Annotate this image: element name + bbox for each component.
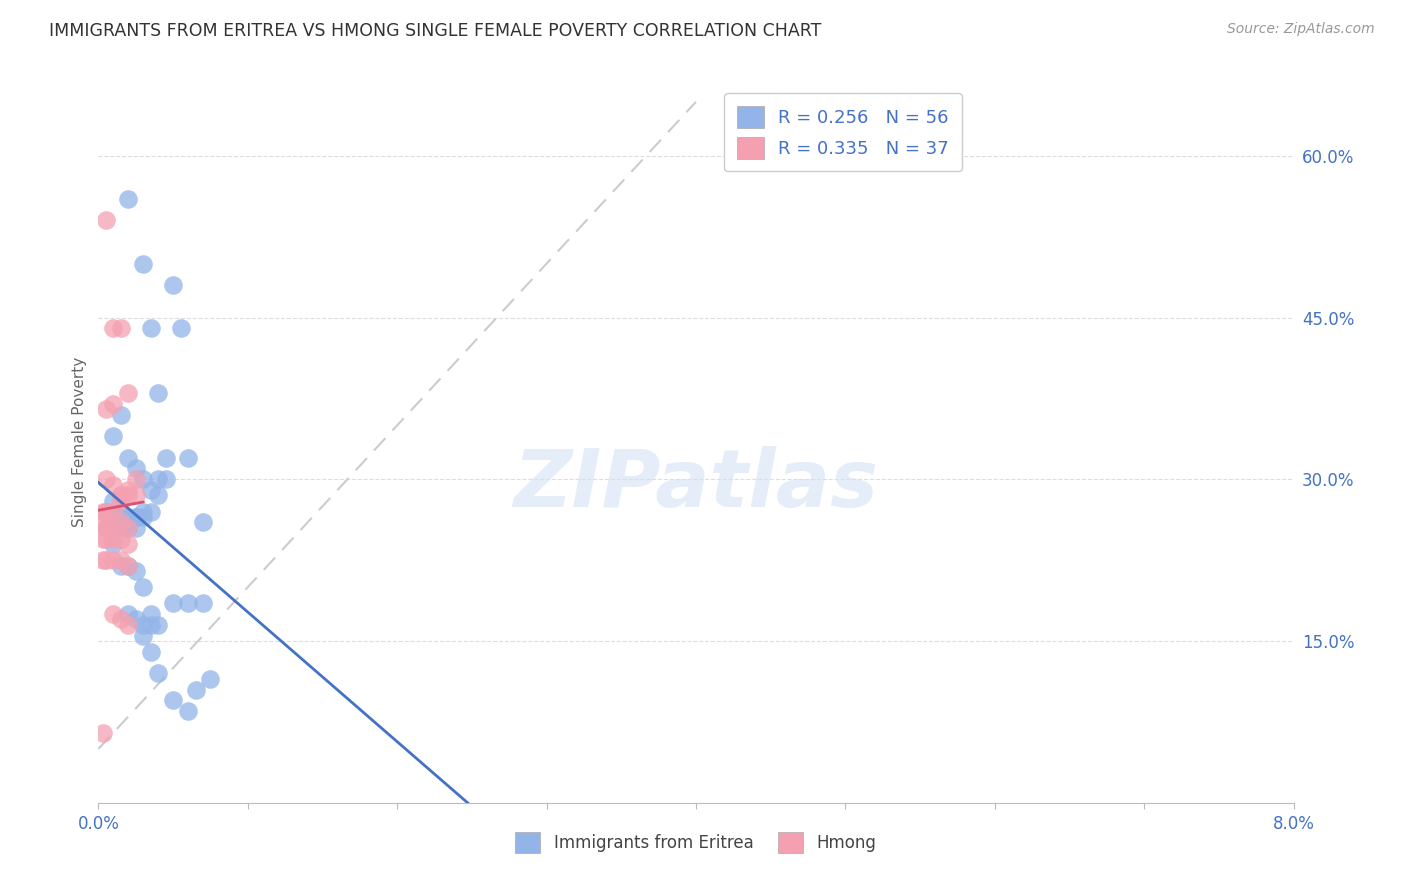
Point [139, 321, 162, 335]
Point [139, 645, 162, 659]
Point [91, 505, 114, 519]
Point [132, 472, 155, 486]
Point [94, 505, 117, 519]
Point [125, 564, 148, 578]
Point [103, 553, 125, 567]
Point [91, 532, 114, 546]
Point [110, 493, 132, 508]
Point [103, 429, 125, 443]
Point [103, 521, 125, 535]
Point [184, 682, 207, 697]
Point [103, 321, 125, 335]
Point [91, 725, 114, 739]
Point [110, 516, 132, 530]
Point [94, 505, 117, 519]
Point [103, 521, 125, 535]
Y-axis label: Single Female Poverty: Single Female Poverty [72, 357, 87, 526]
Text: ZIPatlas: ZIPatlas [513, 446, 879, 524]
Point [110, 553, 132, 567]
Point [125, 472, 148, 486]
Point [110, 505, 132, 519]
Point [110, 488, 132, 502]
Point [117, 521, 139, 535]
Point [132, 510, 155, 524]
Point [139, 607, 162, 621]
Point [139, 483, 162, 497]
Point [132, 505, 155, 519]
Point [94, 532, 117, 546]
Point [148, 666, 170, 681]
Point [117, 488, 139, 502]
Point [117, 510, 139, 524]
Point [103, 397, 125, 411]
Point [117, 618, 139, 632]
Point [117, 483, 139, 497]
Point [177, 450, 200, 465]
Point [94, 521, 117, 535]
Point [103, 505, 125, 519]
Point [110, 558, 132, 573]
Point [103, 493, 125, 508]
Point [117, 607, 139, 621]
Point [169, 321, 191, 335]
Point [162, 596, 184, 610]
Point [139, 618, 162, 632]
Point [110, 521, 132, 535]
Point [94, 553, 117, 567]
Point [117, 516, 139, 530]
Point [148, 488, 170, 502]
Point [117, 558, 139, 573]
Point [110, 510, 132, 524]
Point [132, 580, 155, 594]
Point [125, 461, 148, 475]
Point [110, 488, 132, 502]
Point [103, 537, 125, 551]
Point [110, 321, 132, 335]
Point [125, 510, 148, 524]
Point [103, 607, 125, 621]
Point [117, 192, 139, 206]
Point [103, 532, 125, 546]
Point [148, 472, 170, 486]
Point [110, 408, 132, 422]
Point [94, 472, 117, 486]
Text: IMMIGRANTS FROM ERITREA VS HMONG SINGLE FEMALE POVERTY CORRELATION CHART: IMMIGRANTS FROM ERITREA VS HMONG SINGLE … [49, 22, 821, 40]
Point [139, 505, 162, 519]
Point [125, 510, 148, 524]
Point [94, 213, 117, 227]
Point [177, 596, 200, 610]
Point [103, 477, 125, 491]
Point [125, 521, 148, 535]
Point [117, 558, 139, 573]
Point [91, 553, 114, 567]
Point [148, 386, 170, 401]
Point [117, 450, 139, 465]
Point [94, 402, 117, 417]
Point [148, 618, 170, 632]
Point [162, 693, 184, 707]
Point [155, 472, 177, 486]
Point [110, 612, 132, 626]
Point [110, 532, 132, 546]
Point [132, 629, 155, 643]
Legend: Immigrants from Eritrea, Hmong: Immigrants from Eritrea, Hmong [509, 826, 883, 860]
Point [125, 488, 148, 502]
Point [117, 537, 139, 551]
Point [117, 521, 139, 535]
Point [132, 257, 155, 271]
Point [132, 618, 155, 632]
Text: Source: ZipAtlas.com: Source: ZipAtlas.com [1227, 22, 1375, 37]
Point [191, 516, 214, 530]
Point [200, 672, 222, 686]
Point [94, 521, 117, 535]
Point [91, 516, 114, 530]
Point [155, 450, 177, 465]
Point [125, 612, 148, 626]
Point [177, 704, 200, 718]
Point [191, 596, 214, 610]
Point [103, 510, 125, 524]
Point [162, 278, 184, 293]
Point [117, 386, 139, 401]
